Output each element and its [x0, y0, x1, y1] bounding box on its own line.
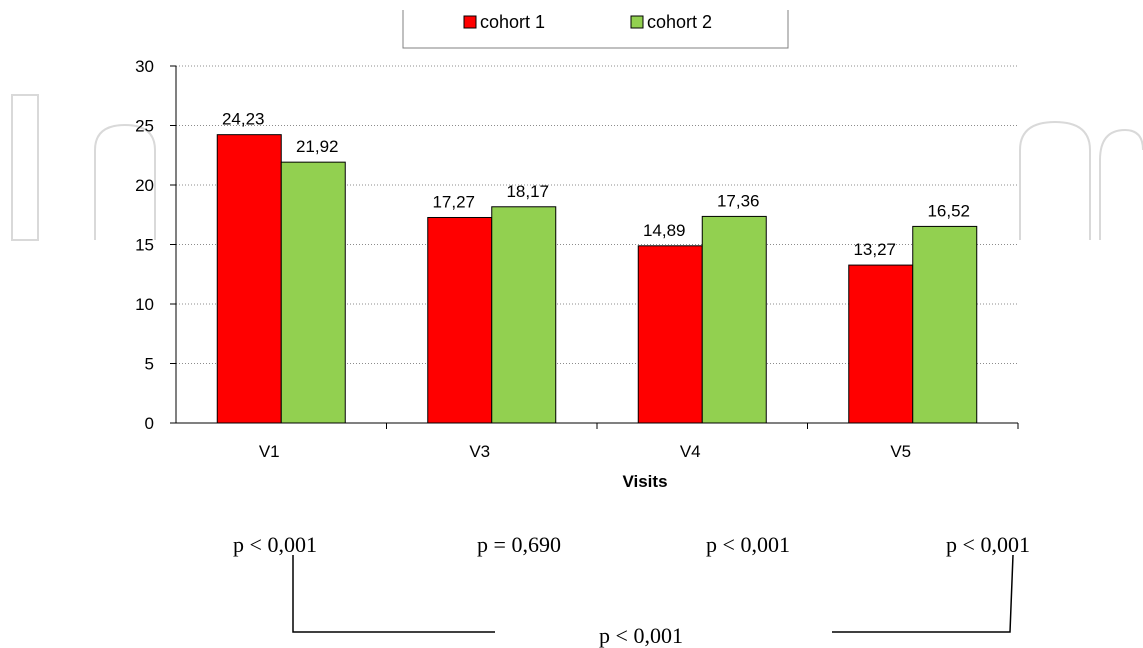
- y-tick-label-15: 15: [135, 236, 154, 255]
- p-value-v4: p < 0,001: [706, 532, 790, 557]
- axes: [170, 65, 1019, 429]
- data-label-v3-series-1: 17,27: [432, 192, 475, 211]
- bar-v5-series-1: [848, 264, 914, 424]
- p-value-annotations: p < 0,001 p = 0,690 p < 0,001 p < 0,001 …: [233, 532, 1030, 648]
- p-value-v3: p = 0,690: [477, 532, 561, 557]
- data-label-v1-series-2: 21,92: [296, 137, 339, 156]
- bar-v4-series-2: [701, 215, 767, 424]
- bar-v5-series-2: [912, 225, 978, 424]
- bar-v1-series-2: [280, 161, 346, 424]
- y-tick-label-25: 25: [135, 117, 154, 136]
- y-tick-label-20: 20: [135, 176, 154, 195]
- data-label-v4-series-1: 14,89: [643, 221, 686, 240]
- data-label-v5-series-2: 16,52: [927, 201, 970, 220]
- x-tick-label-v4: V4: [680, 442, 701, 461]
- y-tick-label-10: 10: [135, 295, 154, 314]
- bar-v4-series-1: [637, 245, 703, 424]
- tick-labels: 0 5 10 15 20 25 30 V1 V3 V4 V5: [135, 57, 911, 461]
- legend-swatch-cohort-2: [630, 15, 644, 29]
- bar-v3-series-1: [427, 216, 493, 424]
- x-axis-title: Visits: [622, 472, 667, 491]
- legend-label-cohort-2: cohort 2: [647, 12, 712, 32]
- data-label-v3-series-2: 18,17: [506, 182, 549, 201]
- y-tick-label-5: 5: [145, 355, 154, 374]
- y-tick-label-0: 0: [145, 414, 154, 433]
- data-label-v4-series-2: 17,36: [717, 191, 760, 210]
- x-tick-label-v5: V5: [890, 442, 911, 461]
- p-value-overall: p < 0,001: [599, 623, 683, 648]
- data-labels: 24,23 21,92 17,27 18,17 14,89 17,36 13,27 16,52: [222, 110, 970, 259]
- p-value-v1: p < 0,001: [233, 532, 317, 557]
- legend-swatch-cohort-1: [463, 15, 477, 29]
- overall-bracket-right: [832, 554, 1014, 633]
- y-tick-label-30: 30: [135, 57, 154, 76]
- x-tick-label-v3: V3: [469, 442, 490, 461]
- bar-v1-series-1: [216, 134, 282, 424]
- data-label-v1-series-1: 24,23: [222, 110, 265, 129]
- data-label-v5-series-1: 13,27: [853, 240, 896, 259]
- p-value-v5: p < 0,001: [946, 532, 1030, 557]
- legend-label-cohort-1: cohort 1: [480, 12, 545, 32]
- x-tick-label-v1: V1: [259, 442, 280, 461]
- legend: cohort 1 cohort 2: [402, 10, 789, 49]
- watermark: [11, 94, 1143, 241]
- overall-bracket-left: [292, 555, 495, 633]
- bars: [216, 134, 978, 424]
- bar-v3-series-2: [491, 206, 557, 424]
- gridlines: [176, 65, 1018, 364]
